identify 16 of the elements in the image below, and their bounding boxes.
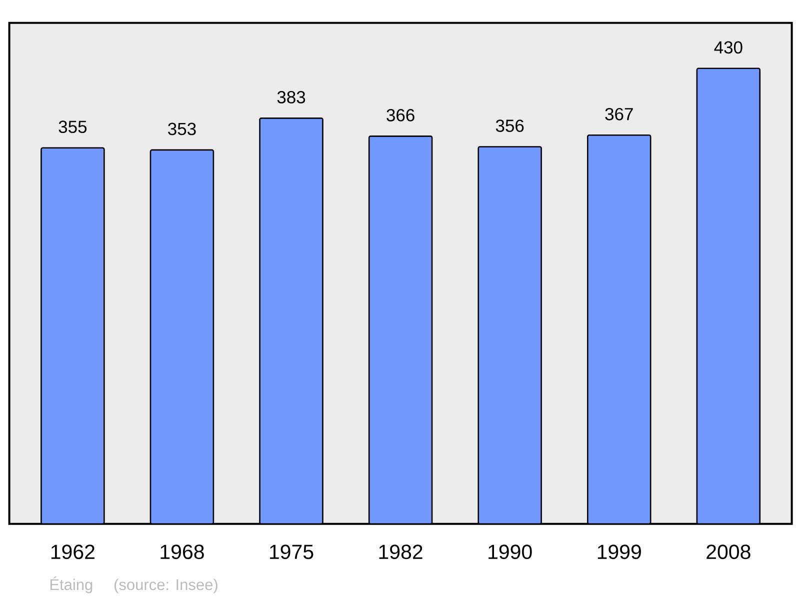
- data-label: 356: [496, 120, 524, 132]
- data-label: 430: [714, 41, 742, 54]
- text: Étaing: [50, 576, 92, 594]
- x-tick-label: 1982: [379, 544, 422, 560]
- data-label: 367: [605, 108, 633, 120]
- data-label: 383: [277, 90, 306, 104]
- x-tick-label: 2008: [706, 544, 750, 560]
- x-tick-label: 1990: [488, 544, 532, 560]
- data-label: 355: [58, 120, 87, 134]
- x-tick-label: 1968: [160, 544, 204, 560]
- x-tick-label: 1999: [598, 544, 641, 560]
- text: (source: Insee): [114, 578, 218, 594]
- data-label: 353: [168, 122, 196, 136]
- x-tick-label: 1962: [51, 544, 94, 560]
- data-label: 366: [386, 109, 414, 122]
- x-tick-label: 1975: [270, 544, 314, 560]
